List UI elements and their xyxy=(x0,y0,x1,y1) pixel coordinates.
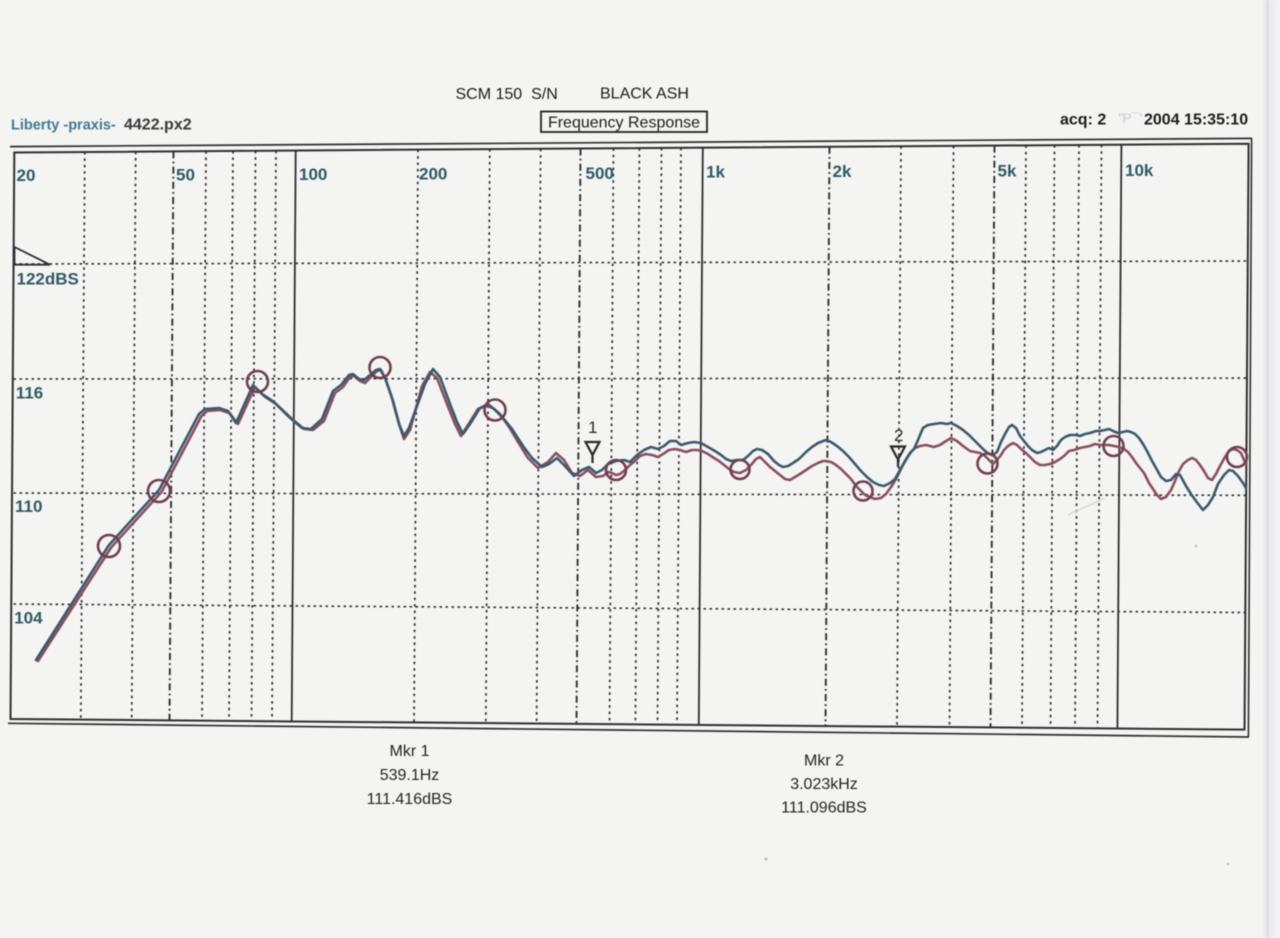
svg-text:500: 500 xyxy=(586,164,614,183)
svg-text:110: 110 xyxy=(15,497,42,516)
svg-text:Frequency Response: Frequency Response xyxy=(548,115,700,132)
svg-text:111.096dBS: 111.096dBS xyxy=(781,800,867,817)
svg-text:2004 15:35:10: 2004 15:35:10 xyxy=(1144,112,1248,129)
svg-text:3.023kHz: 3.023kHz xyxy=(790,776,858,793)
svg-text:200: 200 xyxy=(419,165,447,184)
svg-text:50: 50 xyxy=(176,166,195,185)
svg-text:116: 116 xyxy=(16,384,43,403)
svg-text:2k: 2k xyxy=(833,162,852,181)
svg-text:SCM 150 S/N: SCM 150 S/N xyxy=(456,86,558,103)
svg-text:BLACK ASH: BLACK ASH xyxy=(600,86,689,103)
svg-text:111.416dBS: 111.416dBS xyxy=(367,791,453,808)
svg-text:4422.px2: 4422.px2 xyxy=(124,117,192,134)
svg-text:2: 2 xyxy=(894,426,903,445)
svg-text:1k: 1k xyxy=(706,163,725,182)
svg-text:20: 20 xyxy=(17,166,36,185)
svg-text:’Ƥ¯’: ’Ƥ¯’ xyxy=(1118,110,1143,126)
svg-text:acq: 2: acq: 2 xyxy=(1060,112,1106,129)
svg-text:5k: 5k xyxy=(998,162,1017,181)
svg-text:1: 1 xyxy=(588,418,597,437)
svg-text:100: 100 xyxy=(299,165,327,184)
svg-text:104: 104 xyxy=(14,609,43,628)
svg-text:Mkr 1: Mkr 1 xyxy=(390,743,430,760)
svg-text:10k: 10k xyxy=(1125,161,1154,180)
svg-text:Liberty -praxis-: Liberty -praxis- xyxy=(11,118,116,134)
svg-text:122dBS: 122dBS xyxy=(17,270,79,289)
svg-text:539.1Hz: 539.1Hz xyxy=(380,767,440,784)
svg-text:Mkr 2: Mkr 2 xyxy=(804,753,844,770)
